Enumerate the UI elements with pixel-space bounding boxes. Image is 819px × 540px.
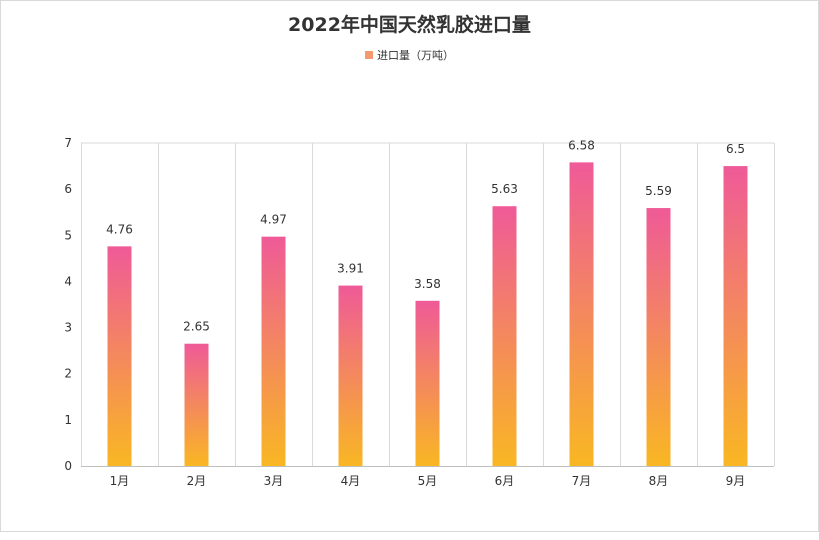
x-tick-label: 8月 bbox=[649, 474, 669, 488]
x-tick-label: 1月 bbox=[110, 474, 130, 488]
y-tick-label: 3 bbox=[64, 321, 72, 335]
x-tick-label: 2月 bbox=[187, 474, 207, 488]
y-tick-label: 7 bbox=[64, 136, 72, 150]
axes: 0 1 2 3 4 5 6 7 1月 2月 3月 4月 5月 6月 7月 8月 9月 bbox=[64, 136, 774, 488]
data-label: 2.65 bbox=[183, 320, 210, 334]
x-tick-label: 4月 bbox=[341, 474, 361, 488]
data-label: 4.97 bbox=[260, 213, 287, 227]
bar[interactable] bbox=[646, 208, 671, 466]
y-tick-label: 5 bbox=[64, 228, 72, 242]
y-tick-label: 4 bbox=[64, 274, 72, 288]
bar[interactable] bbox=[261, 236, 286, 466]
legend-label: 进口量（万吨） bbox=[377, 49, 454, 62]
data-label: 3.58 bbox=[414, 277, 441, 291]
chart-title: 2022年中国天然乳胶进口量 bbox=[288, 14, 531, 36]
x-tick-label: 3月 bbox=[264, 474, 284, 488]
data-label: 6.58 bbox=[568, 138, 595, 152]
bar[interactable] bbox=[723, 166, 748, 467]
bar[interactable] bbox=[184, 343, 209, 466]
bar[interactable] bbox=[492, 206, 517, 467]
x-tick-label: 9月 bbox=[726, 474, 746, 488]
legend-swatch bbox=[365, 51, 373, 59]
bar[interactable] bbox=[338, 285, 363, 466]
data-labels: 4.76 2.65 4.97 3.91 3.58 5.63 6.58 5.59 6.5 bbox=[106, 138, 745, 333]
y-tick-label: 0 bbox=[64, 459, 72, 473]
x-tick-label: 6月 bbox=[495, 474, 515, 488]
y-tick-label: 2 bbox=[64, 367, 72, 381]
grid bbox=[81, 142, 775, 466]
data-label: 3.91 bbox=[337, 262, 364, 276]
bar[interactable] bbox=[569, 162, 594, 466]
y-tick-label: 1 bbox=[64, 413, 72, 427]
bar[interactable] bbox=[107, 246, 132, 466]
data-label: 4.76 bbox=[106, 222, 133, 236]
data-label: 5.59 bbox=[645, 184, 672, 198]
data-label: 6.5 bbox=[726, 142, 745, 156]
bars bbox=[107, 162, 748, 467]
x-tick-label: 5月 bbox=[418, 474, 438, 488]
y-tick-label: 6 bbox=[64, 182, 72, 196]
bar[interactable] bbox=[415, 300, 440, 466]
legend[interactable]: 进口量（万吨） bbox=[0, 47, 819, 63]
data-label: 5.63 bbox=[491, 182, 518, 196]
x-tick-label: 7月 bbox=[572, 474, 592, 488]
